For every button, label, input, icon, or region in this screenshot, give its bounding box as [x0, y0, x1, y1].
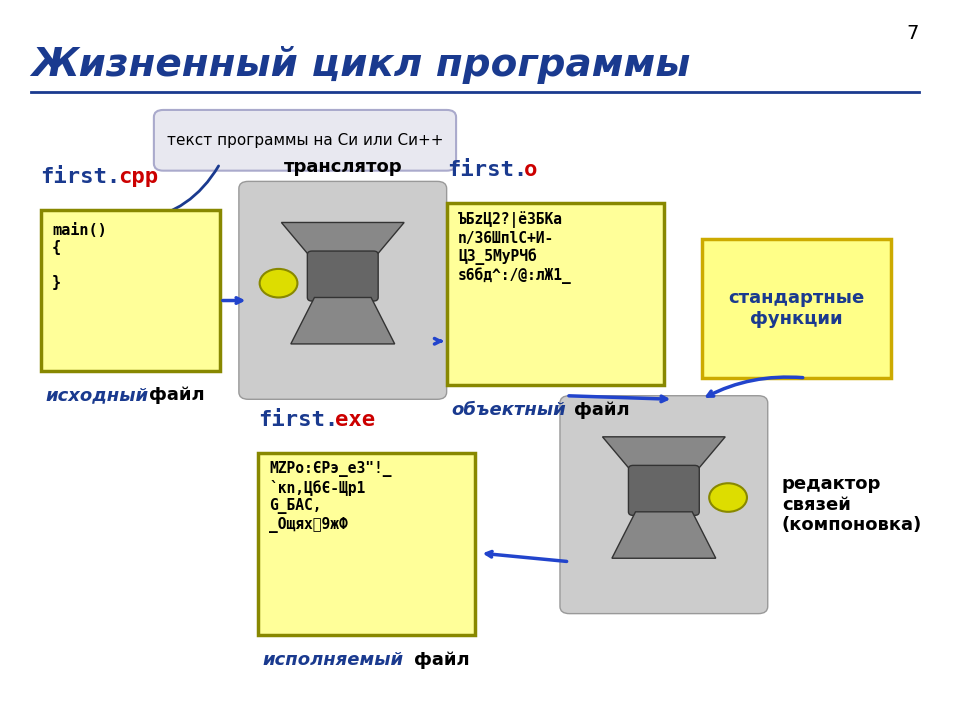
Text: first.: first. — [446, 160, 527, 180]
Text: текст программы на Си или Си++: текст программы на Си или Си++ — [167, 132, 444, 148]
FancyBboxPatch shape — [307, 251, 378, 301]
FancyBboxPatch shape — [239, 181, 446, 400]
Circle shape — [259, 269, 298, 297]
Text: o: o — [524, 160, 538, 180]
Text: main()
{

}: main() { } — [52, 222, 107, 290]
Polygon shape — [291, 297, 395, 344]
Text: файл: файл — [414, 651, 469, 669]
Text: исходный: исходный — [45, 387, 149, 405]
Text: Жизненный цикл программы: Жизненный цикл программы — [31, 45, 690, 84]
Text: исполняемый: исполняемый — [262, 651, 403, 669]
Text: MZРо:ЄРэ_е3"!_
`кn,ЦбЄ-Щр1
G_БАС,
_Ощяхⴭ9жФ: MZРо:ЄРэ_е3"!_ `кn,ЦбЄ-Щр1 G_БАС, _Ощяхⴭ… — [269, 462, 392, 533]
FancyBboxPatch shape — [154, 110, 456, 171]
FancyBboxPatch shape — [446, 203, 664, 385]
Polygon shape — [612, 512, 716, 558]
FancyBboxPatch shape — [702, 238, 891, 378]
Text: ЪБzЦ2?|ёЗБКа
n/36ШпlС+И-
ЦЗ_5МуРЧб
s6бд^:/@:лЖ1_: ЪБzЦ2?|ёЗБКа n/36ШпlС+И- ЦЗ_5МуРЧб s6бд^… — [458, 212, 572, 284]
Polygon shape — [603, 437, 725, 476]
Text: cpp: cpp — [118, 167, 158, 187]
Text: транслятор: транслятор — [283, 158, 402, 176]
Text: объектный: объектный — [451, 401, 566, 419]
Circle shape — [709, 483, 747, 512]
Text: 7: 7 — [906, 24, 919, 43]
FancyBboxPatch shape — [258, 453, 475, 635]
Text: файл: файл — [149, 387, 204, 405]
Text: стандартные
функции: стандартные функции — [728, 289, 864, 328]
Text: first.: first. — [258, 410, 338, 430]
FancyBboxPatch shape — [560, 396, 768, 613]
FancyBboxPatch shape — [40, 210, 220, 371]
FancyBboxPatch shape — [629, 465, 699, 516]
Text: редактор
связей
(компоновка): редактор связей (компоновка) — [781, 475, 923, 534]
Text: first.: first. — [40, 167, 121, 187]
Text: файл: файл — [574, 401, 630, 419]
Text: exe: exe — [335, 410, 375, 430]
Polygon shape — [281, 222, 404, 262]
